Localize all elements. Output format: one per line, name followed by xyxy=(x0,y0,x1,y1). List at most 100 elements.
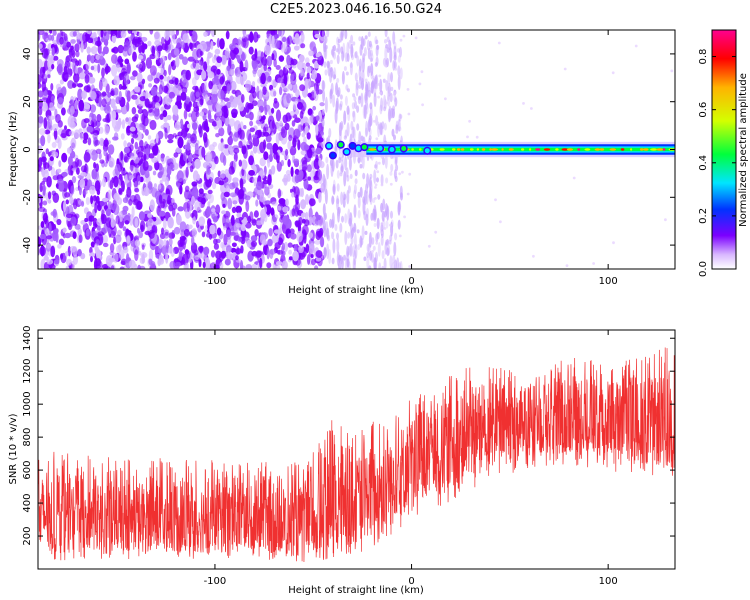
signal-hotspot xyxy=(481,148,486,151)
heatmap-transition-cell xyxy=(369,173,373,180)
heatmap-transition-cell xyxy=(357,157,361,164)
heatmap-transition-cell xyxy=(353,204,357,218)
heatmap-transition-cell xyxy=(346,251,350,268)
heatmap-noise-cell xyxy=(112,46,119,54)
heatmap-noise-cell xyxy=(309,41,316,52)
heatmap-noise-cell xyxy=(248,155,255,166)
heatmap-noise-cell xyxy=(157,183,162,190)
heatmap-noise-cell xyxy=(105,217,113,228)
heatmap-noise-cell xyxy=(47,191,52,200)
snr-ytick-label: 1000 xyxy=(22,391,33,416)
heatmap-noise-cell xyxy=(70,185,75,195)
heatmap-transition-cell xyxy=(341,215,344,223)
heatmap-transition-cell xyxy=(393,241,397,257)
heatmap-noise-cell xyxy=(237,127,243,139)
heatmap-transition-cell xyxy=(331,231,335,240)
heatmap-noise-cell xyxy=(127,30,132,34)
heatmap-speckle-cell xyxy=(380,183,384,187)
heatmap-noise-cell xyxy=(300,187,305,198)
heatmap-noise-cell xyxy=(288,249,292,255)
heatmap-speckle-cell xyxy=(389,223,392,227)
heatmap-noise-cell xyxy=(114,163,121,176)
heatmap-transition-cell xyxy=(397,219,401,230)
heatmap-noise-cell xyxy=(275,109,282,122)
signal-hotspot xyxy=(535,148,541,151)
heatmap-transition-cell xyxy=(399,67,403,80)
heatmap-noise-cell xyxy=(122,48,129,57)
heatmap-transition-cell xyxy=(370,81,374,88)
heatmap-transition-cell xyxy=(392,60,396,71)
heatmap-transition-cell xyxy=(366,173,370,189)
heatmap-noise-cell xyxy=(80,201,85,207)
heatmap-transition-cell xyxy=(348,156,352,171)
heatmap-transition-cell xyxy=(339,103,343,111)
heatmap-noise-cell xyxy=(266,262,272,269)
heatmap-noise-cell xyxy=(273,58,277,68)
heatmap-speckle-cell xyxy=(611,71,615,75)
heatmap-noise-cell xyxy=(39,233,46,240)
heatmap-noise-cell xyxy=(212,141,218,147)
heatmap-transition-cell xyxy=(337,206,341,215)
heatmap-noise-cell xyxy=(101,98,107,108)
heatmap-noise-cell xyxy=(86,46,91,54)
snr-ticks: -100 0 100 200 400 600 800 1000 1200 1400 xyxy=(22,326,675,587)
heatmap-noise-cell xyxy=(74,100,79,110)
heatmap-noise-cell xyxy=(69,196,74,205)
heatmap-noise-cell xyxy=(72,60,76,73)
heatmap-noise-cell xyxy=(96,218,103,226)
snr-panel: -100 0 100 200 400 600 800 1000 1200 1400 Height … xyxy=(8,326,676,596)
heatmap-noise-cell xyxy=(315,115,320,121)
heatmap-noise-cell xyxy=(224,258,231,266)
heatmap-noise-cell xyxy=(220,170,226,179)
heatmap-transition-cell xyxy=(323,61,327,68)
heatmap-noise-cell xyxy=(264,44,271,56)
heatmap-transition-cell xyxy=(343,170,347,187)
heatmap-transition-cell xyxy=(363,104,367,120)
heatmap-noise-cell xyxy=(108,157,115,168)
snr-xtick-label: 0 xyxy=(408,576,414,587)
heatmap-noise-cell xyxy=(259,89,263,102)
heatmap-noise-cell xyxy=(211,84,218,96)
heatmap-noise-cell xyxy=(203,132,208,143)
heatmap-transition-cell xyxy=(353,232,357,249)
heatmap-noise-cell xyxy=(79,178,86,189)
heatmap-noise-cell xyxy=(90,241,95,248)
signal-onset-blob xyxy=(330,152,336,158)
heatmap-noise-cell xyxy=(52,192,60,203)
heatmap-noise-cell xyxy=(128,47,134,55)
heatmap-noise-cell xyxy=(229,131,233,138)
heatmap-noise-cell xyxy=(38,236,42,248)
heatmap-noise-cell xyxy=(151,186,158,198)
signal-hotspot xyxy=(460,148,465,151)
heatmap-noise-cell xyxy=(42,200,48,206)
heatmap-noise-cell xyxy=(136,200,143,210)
heatmap-noise-cell xyxy=(126,186,132,198)
heatmap-noise-cell xyxy=(51,141,57,148)
heatmap-speckle-cell xyxy=(379,91,382,95)
heatmap-noise-cell xyxy=(167,133,175,140)
heatmap-noise-cell xyxy=(189,165,194,173)
heatmap-speckle-cell xyxy=(374,197,377,200)
heatmap-noise-cell xyxy=(38,206,46,212)
heatmap-transition-cell xyxy=(357,244,361,251)
heatmap-noise-cell xyxy=(168,91,175,99)
heatmap-noise-cell xyxy=(271,35,275,47)
heatmap-transition-cell xyxy=(331,212,335,228)
heatmap-transition-cell xyxy=(376,177,379,183)
signal-hotspot xyxy=(555,148,559,151)
heatmap-noise-cell xyxy=(209,224,216,235)
heatmap-noise-cell xyxy=(129,195,137,202)
heatmap-transition-cell xyxy=(385,44,389,49)
heatmap-noise-cell xyxy=(139,139,144,148)
heatmap-noise-cell xyxy=(81,118,87,129)
heatmap-noise-cell xyxy=(194,254,199,261)
heatmap-noise-cell xyxy=(235,248,242,255)
heatmap-noise-cell xyxy=(318,157,322,168)
signal-hotspot xyxy=(529,148,532,151)
heatmap-noise-cell xyxy=(163,122,170,128)
heatmap-noise-cell xyxy=(59,79,64,85)
heatmap-noise-cell xyxy=(230,69,235,76)
heatmap-noise-cell xyxy=(264,200,272,205)
heatmap-noise-cell xyxy=(182,253,189,266)
heatmap-noise-cell xyxy=(82,189,88,195)
